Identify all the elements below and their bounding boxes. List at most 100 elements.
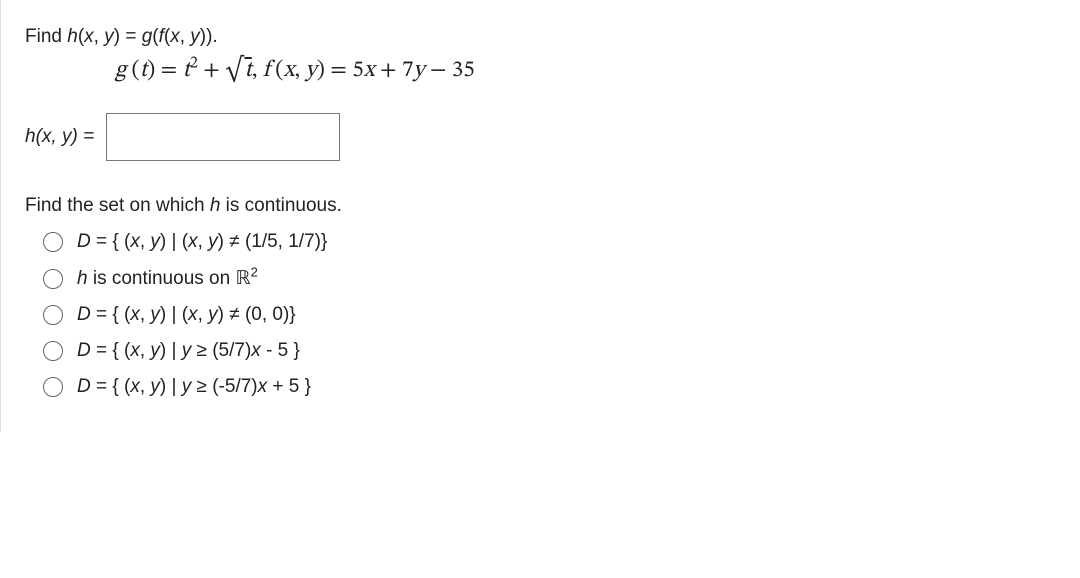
var-x: x	[130, 340, 140, 361]
var-D: D	[77, 231, 91, 252]
option-label: D = { (x, y) | (x, y) ≠ (0, 0)}	[77, 304, 296, 326]
text: = { (	[91, 304, 131, 325]
var-t: t	[243, 59, 251, 82]
text: ) =	[71, 126, 94, 147]
comma: ,	[140, 340, 151, 361]
text: ) =	[147, 59, 183, 82]
var-y: y	[413, 59, 424, 82]
var-h: h	[77, 268, 88, 289]
var-y: y	[150, 304, 160, 325]
var-x: x	[283, 59, 294, 82]
var-t: t	[183, 59, 190, 82]
var-x: x	[170, 26, 180, 47]
comma: ,	[140, 231, 151, 252]
prompt-2: Find the set on which h is continuous.	[25, 195, 1056, 217]
var-x: x	[188, 231, 198, 252]
op: +	[198, 59, 225, 82]
var-D: D	[77, 340, 91, 361]
option-3[interactable]: D = { (x, y) | (x, y) ≠ (0, 0)}	[43, 304, 1056, 326]
exp: 2	[190, 55, 198, 71]
comma: ,	[198, 231, 209, 252]
paren: (	[270, 59, 284, 82]
radio-icon	[43, 305, 63, 325]
text: = { (	[91, 340, 131, 361]
option-label: h is continuous on ℝ2	[77, 267, 258, 290]
comma: ,	[94, 26, 105, 47]
option-4[interactable]: D = { (x, y) | y ≥ (5/7)x - 5 }	[43, 340, 1056, 362]
var-y: y	[150, 340, 160, 361]
option-2[interactable]: h is continuous on ℝ2	[43, 267, 1056, 290]
text: ) | (	[160, 231, 188, 252]
options-group: D = { (x, y) | (x, y) ≠ (1/5, 1/7)} h is…	[25, 231, 1056, 398]
text: - 5 }	[261, 340, 300, 361]
answer-input[interactable]	[106, 113, 340, 161]
text: ) |	[160, 376, 182, 397]
text: ) | (	[160, 304, 188, 325]
text: + 5 }	[267, 376, 311, 397]
var-x: x	[84, 26, 94, 47]
var-t: t	[140, 59, 147, 82]
text: ) |	[160, 340, 182, 361]
comma: ,	[198, 304, 209, 325]
var-x: x	[42, 126, 52, 147]
var-h: h	[210, 195, 221, 216]
var-g: g	[142, 26, 153, 47]
var-y: y	[208, 231, 218, 252]
text: ) =	[317, 59, 353, 82]
radio-icon	[43, 269, 63, 289]
text: ≥ (5/7)	[191, 340, 251, 361]
var-f: f	[263, 59, 270, 82]
var-x: x	[130, 376, 140, 397]
comma: ,	[252, 59, 263, 82]
text: ) ≠ (0, 0)}	[218, 304, 296, 325]
var-y: y	[150, 376, 160, 397]
text: = { (	[91, 376, 131, 397]
var-y: y	[190, 26, 200, 47]
num: 5	[352, 59, 363, 82]
var-x: x	[130, 304, 140, 325]
answer-label: h(x, y) =	[25, 126, 94, 148]
var-y: y	[104, 26, 114, 47]
option-1[interactable]: D = { (x, y) | (x, y) ≠ (1/5, 1/7)}	[43, 231, 1056, 253]
text: ≥ (-5/7)	[191, 376, 257, 397]
text: = { (	[91, 231, 131, 252]
option-label: D = { (x, y) | y ≥ (5/7)x - 5 }	[77, 340, 300, 362]
var-y: y	[150, 231, 160, 252]
answer-row: h(x, y) =	[25, 113, 1056, 161]
var-y: y	[182, 376, 192, 397]
var-x: x	[364, 59, 375, 82]
radio-icon	[43, 232, 63, 252]
comma: ,	[180, 26, 191, 47]
radio-icon	[43, 377, 63, 397]
radical: √	[225, 59, 243, 82]
comma: ,	[51, 126, 62, 147]
var-y: y	[208, 304, 218, 325]
text: − 35	[425, 59, 475, 82]
radio-icon	[43, 341, 63, 361]
text: Find	[25, 26, 67, 47]
var-x: x	[130, 231, 140, 252]
text: Find the set on which	[25, 195, 210, 216]
var-y: y	[182, 340, 192, 361]
var-x: x	[258, 376, 268, 397]
exp: 2	[251, 265, 258, 280]
var-g: g	[115, 59, 126, 82]
var-h: h	[25, 126, 36, 147]
text: is continuous.	[220, 195, 341, 216]
var-x: x	[251, 340, 261, 361]
real-symbol: ℝ	[235, 268, 250, 289]
prompt-1: Find h(x, y) = g(f(x, y)).	[25, 26, 1056, 48]
text: is continuous on	[88, 268, 236, 289]
var-h: h	[67, 26, 78, 47]
text: )).	[200, 26, 218, 47]
comma: ,	[294, 59, 305, 82]
option-label: D = { (x, y) | y ≥ (-5/7)x + 5 }	[77, 376, 311, 398]
option-5[interactable]: D = { (x, y) | y ≥ (-5/7)x + 5 }	[43, 376, 1056, 398]
comma: ,	[140, 304, 151, 325]
paren: (	[126, 59, 140, 82]
text: + 7	[375, 59, 414, 82]
var-D: D	[77, 304, 91, 325]
var-x: x	[188, 304, 198, 325]
text: ) ≠ (1/5, 1/7)}	[218, 231, 328, 252]
var-D: D	[77, 376, 91, 397]
